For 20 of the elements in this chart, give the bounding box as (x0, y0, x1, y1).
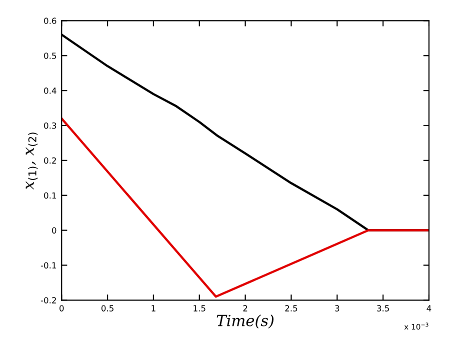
y-tick-label: -0.2 (40, 297, 56, 304)
y-tick-label: -0.1 (40, 262, 56, 269)
y-tick-label: 0.4 (44, 88, 56, 94)
x-tick-label: 1.5 (194, 305, 206, 312)
x-tick-label: 0 (60, 305, 64, 312)
x-tick-label: 1 (152, 305, 156, 312)
x-tick-label: 2 (243, 305, 248, 312)
y-tick-label: 0.5 (44, 52, 56, 59)
y-tick-label: 0.2 (44, 157, 56, 164)
x-axis-title: Time(s) (216, 314, 274, 328)
y-tick-label: 0.1 (44, 192, 56, 199)
y-tick-label: 0 (52, 227, 56, 234)
y-tick-label: 0.3 (44, 122, 56, 129)
y-axis-title: x$_{(1)}$, x$_{(2)}$ (26, 132, 38, 190)
x-tick-label: 0.5 (101, 305, 114, 312)
x-tick-label: 2.5 (285, 305, 298, 312)
x-tick-label: 4 (426, 305, 432, 312)
y-tick-label: 0.6 (44, 18, 56, 24)
x-tick-label: 3.5 (377, 305, 389, 312)
x-tick-label: 3 (335, 305, 340, 312)
